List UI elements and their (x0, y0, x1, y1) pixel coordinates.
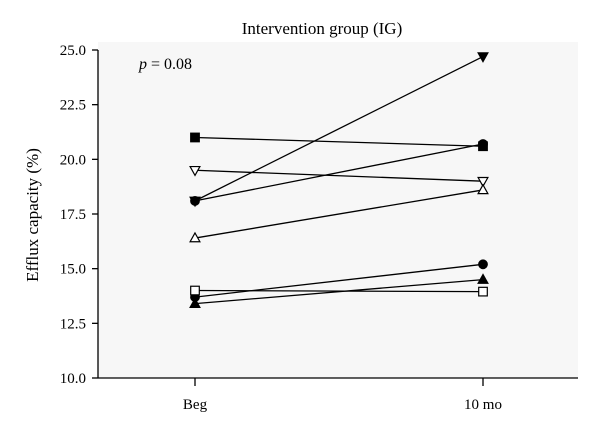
x-tick-label: 10 mo (464, 397, 502, 413)
data-point (190, 195, 200, 206)
series-line (194, 263, 484, 298)
series-markers (189, 52, 489, 308)
data-point (189, 231, 201, 243)
series-lines (194, 55, 484, 305)
plot-area (98, 42, 578, 378)
y-tick-label: 10.0 (60, 371, 86, 387)
data-point (477, 273, 489, 284)
y-tick-label: 15.0 (60, 262, 86, 278)
series-line (194, 136, 484, 147)
data-point (477, 183, 489, 195)
data-point (190, 285, 200, 296)
series-line (194, 143, 484, 202)
axes: 10.0 12.5 15.0 17.5 20.0 22.5 25.0 Beg 10 mo (60, 43, 578, 413)
data-point (477, 52, 489, 63)
p-value-text: = 0.08 (147, 56, 192, 73)
data-point (189, 297, 201, 308)
series-line (194, 55, 484, 202)
data-point (478, 286, 488, 297)
series-line (194, 189, 484, 239)
y-tick-label: 25.0 (60, 43, 86, 59)
y-tick-label: 17.5 (60, 207, 86, 223)
y-tick-label: 22.5 (60, 98, 86, 114)
p-value-annotation: p = 0.08 (138, 56, 192, 73)
y-tick-label: 20.0 (60, 152, 86, 168)
chart-title: Intervention group (IG) (242, 19, 403, 38)
y-tick-label: 12.5 (60, 316, 86, 332)
x-tick-label: Beg (183, 397, 208, 413)
p-value-symbol: p (138, 56, 147, 73)
data-point (478, 139, 488, 149)
data-point (477, 176, 489, 188)
data-point (190, 132, 200, 143)
series-line (194, 289, 484, 293)
series-line (194, 169, 484, 182)
data-point (189, 165, 201, 177)
data-point (478, 259, 488, 270)
y-axis-label: Efflux capacity (%) (23, 148, 42, 282)
